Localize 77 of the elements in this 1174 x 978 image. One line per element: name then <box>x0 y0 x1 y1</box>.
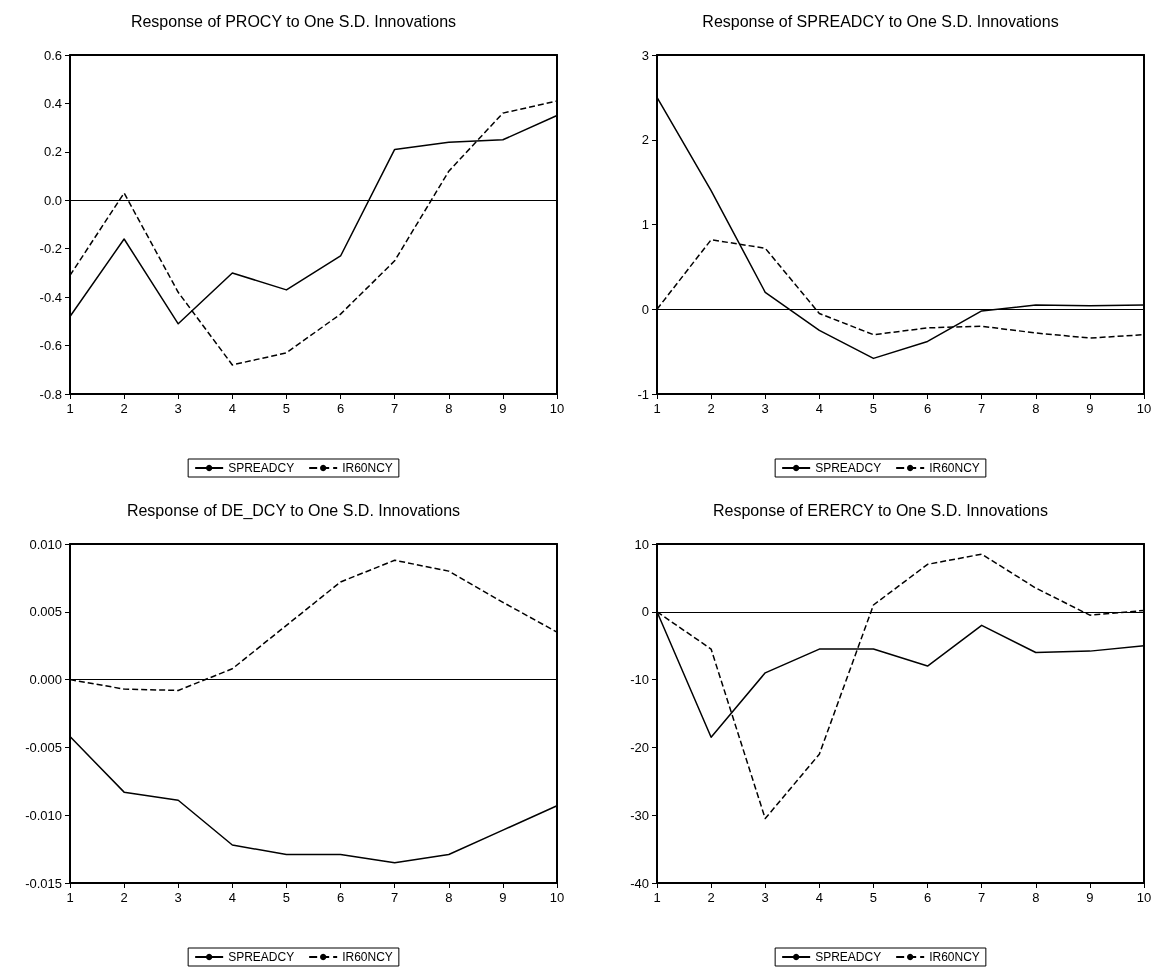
x-tick-label: 6 <box>336 890 345 905</box>
y-tick-label: 1 <box>641 217 649 232</box>
x-tick-label: 6 <box>336 401 345 416</box>
x-tick-label: 8 <box>1032 890 1040 905</box>
x-tick-label: 8 <box>1032 401 1040 416</box>
y-tick-label: -0.4 <box>39 289 62 305</box>
y-tick-label: -0.2 <box>39 241 62 257</box>
x-tick-label: 10 <box>549 401 565 416</box>
y-tick-label: 0.0 <box>43 192 62 208</box>
y-tick-label: -30 <box>630 807 649 823</box>
x-tick-label: 4 <box>815 890 823 905</box>
x-tick-label: 3 <box>174 890 182 905</box>
x-tick-label: 9 <box>1086 890 1094 905</box>
legend-label: IR60NCY <box>342 461 393 475</box>
y-tick-label: -0.005 <box>25 739 62 755</box>
x-tick-label: 1 <box>653 890 661 905</box>
x-tick-label: 8 <box>445 401 453 416</box>
x-tick-label: 4 <box>228 890 236 905</box>
chart-title: Response of PROCY to One S.D. Innovations <box>130 12 457 30</box>
legend-label: SPREADCY <box>815 950 882 964</box>
y-tick-label: 0 <box>641 301 649 317</box>
x-tick-label: 1 <box>653 401 661 416</box>
x-tick-label: 7 <box>391 890 399 905</box>
x-tick-label: 3 <box>761 401 769 416</box>
x-tick-label: 5 <box>282 401 291 416</box>
x-tick-label: 2 <box>707 401 715 416</box>
chart-title: Response of SPREADCY to One S.D. Innovations <box>702 12 1059 30</box>
y-tick-label: -0.6 <box>39 338 62 354</box>
legend-label: IR60NCY <box>929 461 980 475</box>
x-tick-label: 2 <box>120 401 128 416</box>
x-tick-label: 2 <box>120 890 128 905</box>
y-tick-label: 0.4 <box>43 95 62 111</box>
y-tick-label: 3 <box>641 47 649 63</box>
x-tick-label: 4 <box>228 401 236 416</box>
y-tick-label: -40 <box>630 875 649 891</box>
y-tick-label: 0 <box>641 604 649 620</box>
x-tick-label: 6 <box>923 890 932 905</box>
chart-title: Response of DE_DCY to One S.D. Innovations <box>126 501 461 520</box>
x-tick-label: 7 <box>978 890 986 905</box>
x-tick-label: 7 <box>391 401 399 416</box>
x-tick-label: 9 <box>499 401 507 416</box>
chart-title: Response of ERERCY to One S.D. Innovations <box>713 501 1048 519</box>
legend-label: SPREADCY <box>228 950 295 964</box>
y-tick-label: 0.010 <box>29 536 62 552</box>
y-tick-label: 0.005 <box>29 604 62 620</box>
x-tick-label: 5 <box>282 890 291 905</box>
x-tick-label: 9 <box>499 890 507 905</box>
legend-label: IR60NCY <box>342 950 393 964</box>
y-tick-label: -1 <box>637 386 649 402</box>
y-tick-label: 2 <box>641 132 649 148</box>
x-tick-label: 5 <box>869 401 878 416</box>
x-tick-label: 8 <box>445 890 453 905</box>
x-tick-label: 7 <box>978 401 986 416</box>
y-tick-label: 0.2 <box>43 144 62 160</box>
legend-label: SPREADCY <box>228 461 295 475</box>
x-tick-label: 3 <box>174 401 182 416</box>
y-tick-label: -20 <box>630 739 649 755</box>
y-tick-label: -10 <box>630 672 649 688</box>
x-tick-label: 5 <box>869 890 878 905</box>
x-tick-label: 3 <box>761 890 769 905</box>
x-tick-label: 4 <box>815 401 823 416</box>
x-tick-label: 2 <box>707 890 715 905</box>
y-tick-label: 10 <box>634 536 649 552</box>
y-tick-label: -0.010 <box>25 807 62 823</box>
legend-label: SPREADCY <box>815 461 882 475</box>
legend-label: IR60NCY <box>929 950 980 964</box>
x-tick-label: 1 <box>66 401 74 416</box>
x-tick-label: 10 <box>1136 401 1152 416</box>
x-tick-label: 9 <box>1086 401 1094 416</box>
x-tick-label: 10 <box>1136 890 1152 905</box>
y-tick-label: 0.6 <box>43 47 62 63</box>
x-tick-label: 6 <box>923 401 932 416</box>
y-tick-label: 0.000 <box>29 672 62 688</box>
y-tick-label: -0.8 <box>39 386 62 402</box>
y-tick-label: -0.015 <box>25 875 62 891</box>
x-tick-label: 10 <box>549 890 565 905</box>
x-tick-label: 1 <box>66 890 74 905</box>
